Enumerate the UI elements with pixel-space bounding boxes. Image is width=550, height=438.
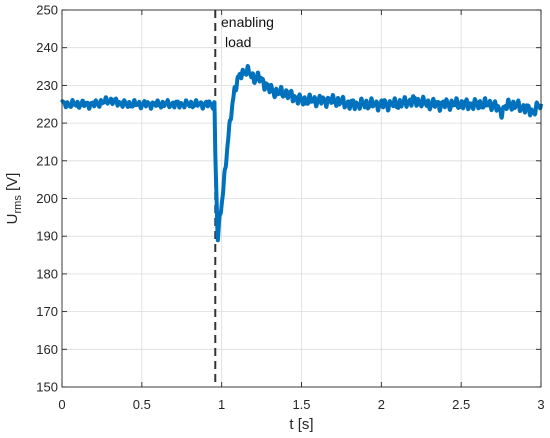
- y-tick-labels: 150 160 170 180 190 200 210 220 230 240 250: [36, 3, 58, 395]
- y-tick-label: 180: [36, 266, 58, 281]
- series-layer: [60, 64, 543, 243]
- y-tick-label: 150: [36, 380, 58, 395]
- y-tick-label: 210: [36, 153, 58, 168]
- annotation-line-2: load: [225, 34, 251, 50]
- x-tick-label: 0: [58, 397, 65, 412]
- y-tick-label: 170: [36, 304, 58, 319]
- x-tick-label: 1.5: [292, 397, 310, 412]
- x-tick-label: 2.5: [452, 397, 470, 412]
- x-tick-label: 1: [218, 397, 225, 412]
- y-axis-label: Urms [V]: [4, 173, 24, 225]
- series-line: [60, 64, 543, 243]
- y-tick-label: 160: [36, 342, 58, 357]
- y-axis-label-subscript: rms: [12, 195, 24, 214]
- y-axis-label-unit: [V]: [4, 173, 21, 196]
- x-axis-label: t [s]: [289, 416, 313, 433]
- x-tick-label: 2: [378, 397, 385, 412]
- y-tick-label: 240: [36, 40, 58, 55]
- y-tick-label: 250: [36, 3, 58, 18]
- ticks: [61, 9, 542, 388]
- y-axis-label-main: U: [4, 214, 21, 225]
- annotation-line-1: enabling: [221, 14, 274, 30]
- y-tick-label: 220: [36, 116, 58, 131]
- y-tick-label: 230: [36, 78, 58, 93]
- y-tick-label: 190: [36, 229, 58, 244]
- x-tick-label: 0.5: [133, 397, 151, 412]
- x-tick-labels: 0 0.5 1 1.5 2 2.5 3: [58, 397, 544, 412]
- x-tick-label: 3: [537, 397, 544, 412]
- y-tick-label: 200: [36, 191, 58, 206]
